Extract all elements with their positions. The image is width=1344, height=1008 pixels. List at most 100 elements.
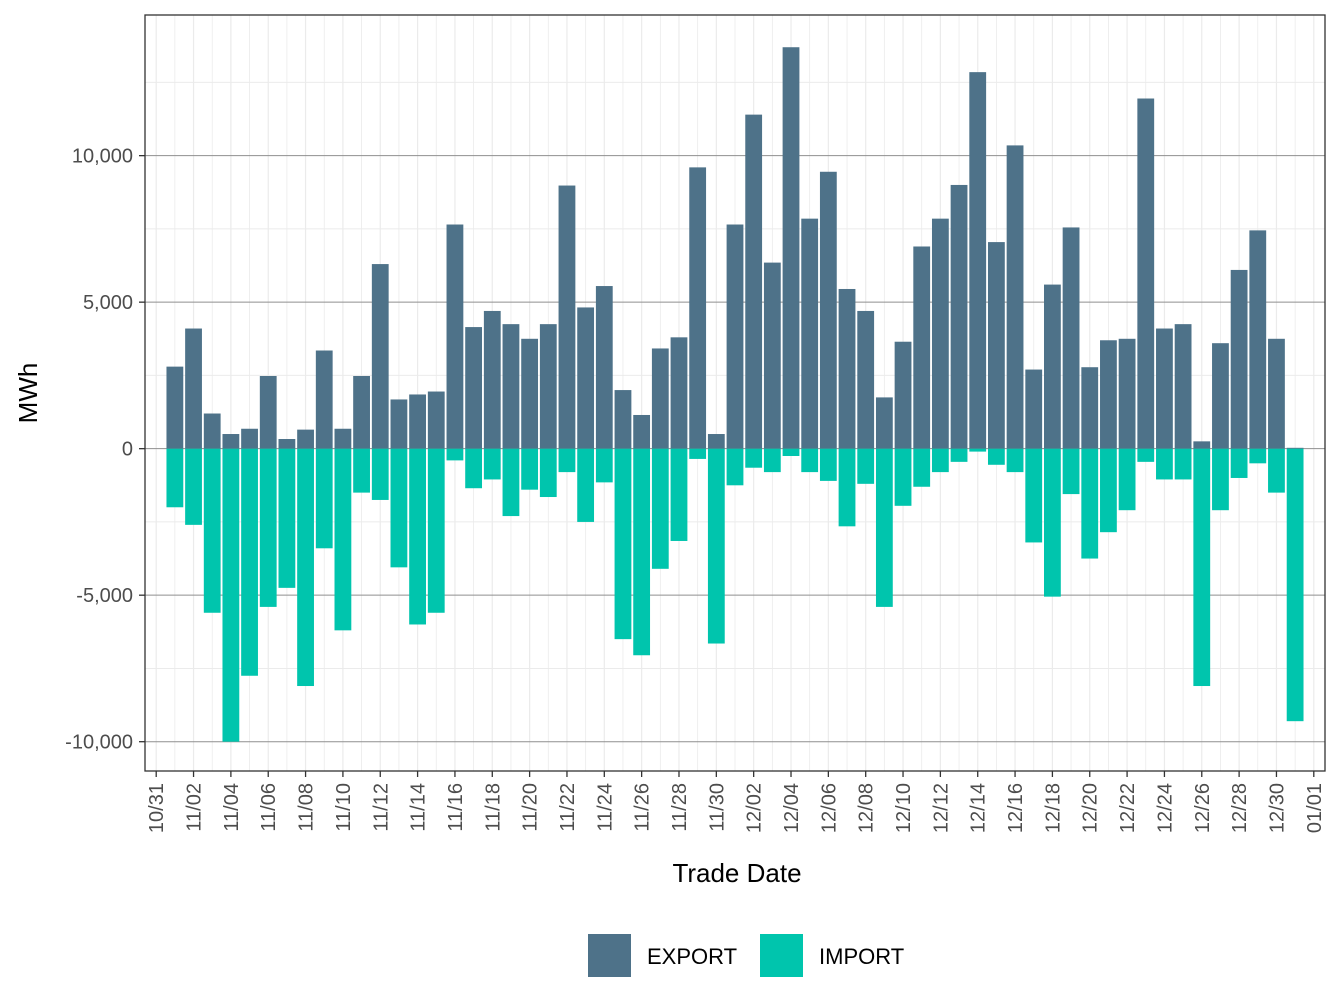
bar-export-12-23 [1137, 98, 1155, 449]
bar-import-11-29 [689, 448, 707, 459]
bar-export-12-15 [987, 242, 1005, 449]
bar-export-11-04 [222, 434, 240, 449]
x-tick-label: 01/01 [1304, 783, 1326, 833]
bar-export-12-07 [838, 288, 856, 449]
bar-import-11-18 [483, 448, 501, 480]
bar-import-11-27 [651, 448, 669, 569]
bar-import-11-12 [371, 448, 389, 500]
bar-import-12-01 [726, 448, 744, 486]
x-tick-label: 11/24 [594, 783, 616, 832]
bar-export-12-28 [1230, 269, 1248, 449]
x-tick-label: 11/28 [669, 783, 691, 832]
bar-export-11-27 [651, 348, 669, 449]
bar-export-12-29 [1249, 230, 1267, 449]
bar-export-12-11 [913, 246, 931, 449]
bar-import-12-30 [1268, 448, 1285, 493]
bar-export-12-03 [763, 262, 781, 449]
bar-export-11-25 [614, 390, 632, 449]
bar-export-12-04 [782, 47, 800, 449]
bar-export-11-02 [185, 328, 202, 449]
bar-export-11-09 [315, 350, 333, 449]
bar-export-12-01 [726, 224, 744, 449]
x-tick-label: 10/31 [146, 783, 168, 833]
bar-import-11-28 [670, 448, 688, 541]
bar-import-11-23 [577, 448, 595, 522]
x-tick-label: 11/22 [557, 783, 579, 832]
bar-import-11-16 [446, 448, 464, 461]
legend-key-export [588, 934, 631, 977]
x-tick-label: 12/22 [1117, 783, 1139, 833]
x-tick-label: 12/24 [1154, 783, 1176, 833]
bar-import-12-27 [1212, 448, 1229, 511]
x-tick-label: 11/12 [370, 783, 392, 832]
bar-import-11-14 [409, 448, 426, 625]
bar-export-11-22 [558, 185, 576, 449]
x-axis: 10/31 11/02 11/04 11/06 11/08 11/10 11/12 11/14… [146, 771, 1326, 833]
bar-import-11-15 [427, 448, 445, 613]
x-tick-label: 12/28 [1229, 783, 1251, 833]
bar-export-11-29 [689, 167, 707, 449]
bar-export-11-03 [203, 413, 221, 449]
bar-export-12-22 [1118, 338, 1136, 449]
bar-export-12-20 [1081, 367, 1099, 449]
x-tick-label: 12/26 [1192, 783, 1214, 833]
bar-export-12-31 [1286, 447, 1304, 449]
bar-import-11-11 [353, 448, 370, 493]
bar-import-12-14 [969, 448, 987, 452]
bar-export-12-14 [969, 72, 987, 449]
x-tick-label: 12/04 [781, 783, 803, 833]
bar-import-11-10 [334, 448, 352, 631]
bar-import-11-06 [259, 448, 277, 607]
bar-export-11-07 [278, 439, 296, 449]
bar-export-12-18 [1044, 284, 1061, 449]
bar-import-12-08 [857, 448, 875, 484]
bar-import-11-21 [539, 448, 557, 498]
bar-import-11-17 [465, 448, 483, 489]
bar-export-12-26 [1193, 441, 1211, 449]
bar-import-12-23 [1137, 448, 1155, 462]
bar-import-12-17 [1025, 448, 1043, 543]
x-tick-label: 11/14 [408, 783, 430, 832]
bar-import-12-07 [838, 448, 856, 527]
bar-import-11-13 [390, 448, 408, 568]
bar-import-12-05 [801, 448, 819, 473]
bar-import-12-20 [1081, 448, 1099, 559]
bar-import-11-05 [241, 448, 258, 676]
bar-import-11-30 [707, 448, 725, 644]
bar-export-12-21 [1100, 340, 1117, 449]
y-tick-label: 5,000 [83, 292, 133, 314]
bar-import-11-09 [315, 448, 333, 549]
bar-export-11-30 [707, 434, 725, 449]
bar-import-12-21 [1100, 448, 1117, 533]
bar-export-11-24 [595, 286, 613, 449]
x-tick-label: 11/26 [632, 783, 654, 832]
x-tick-label: 11/08 [296, 783, 318, 832]
bar-import-11-04 [222, 448, 240, 742]
x-tick-label: 11/30 [706, 783, 728, 832]
x-tick-label: 12/30 [1266, 783, 1288, 833]
bar-export-11-10 [334, 428, 352, 449]
bar-export-12-08 [857, 310, 875, 449]
bar-import-11-07 [278, 448, 296, 588]
bar-import-12-03 [763, 448, 781, 473]
legend-label-export: EXPORT [647, 944, 737, 969]
bar-export-12-06 [819, 171, 837, 449]
plot-border [144, 14, 1326, 772]
bar-export-11-13 [390, 399, 408, 449]
bar-import-12-12 [931, 448, 949, 473]
bar-export-11-12 [371, 264, 389, 449]
bar-export-11-18 [483, 310, 501, 449]
bar-import-11-20 [521, 448, 539, 490]
x-tick-label: 11/04 [221, 783, 243, 832]
bar-import-11-25 [614, 448, 632, 640]
bar-export-12-17 [1025, 369, 1043, 449]
x-tick-label: 12/16 [1005, 783, 1027, 833]
x-tick-label: 12/08 [856, 783, 878, 833]
bars [166, 47, 1304, 742]
bar-export-12-13 [950, 184, 968, 449]
legend-label-import: IMPORT [819, 944, 904, 969]
bar-import-12-16 [1006, 448, 1024, 473]
bar-import-12-28 [1230, 448, 1248, 478]
x-tick-label: 12/06 [818, 783, 840, 833]
y-tick-label: 10,000 [72, 146, 133, 168]
